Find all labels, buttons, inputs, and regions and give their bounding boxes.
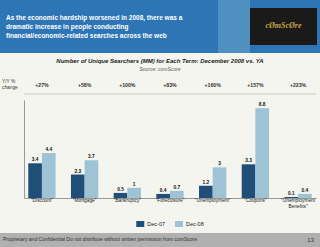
- legend-item: Dec-08: [175, 221, 204, 227]
- footer-panel: [0, 233, 320, 247]
- data-label: 0.7: [173, 185, 180, 190]
- tick: "Coupons": [244, 198, 267, 203]
- chart: As the economic hardship worsened in 200…: [0, 0, 320, 247]
- legend-item: Dec-07: [136, 221, 165, 227]
- data-label: 3.7: [88, 154, 95, 159]
- yy-change: +157%: [247, 82, 264, 88]
- header-text: As the economic hardship worsened in 200…: [6, 14, 183, 39]
- yy-change: +223%: [290, 82, 307, 88]
- yy-change: +83%: [163, 82, 177, 88]
- yy-change: +58%: [78, 82, 92, 88]
- x-axis: "Discount" "Mortgage" "Bankruptcy" "Foreclo…: [25, 198, 317, 209]
- tick: "Discount": [31, 198, 53, 203]
- data-label: 0.5: [117, 187, 124, 192]
- tick-label: "Discount": [31, 198, 53, 203]
- text-line: As the economic hardship worsened in 200…: [6, 14, 183, 22]
- text-line: "Discount": [31, 198, 53, 203]
- data-labels: 3.4 2.3 0.5 0.4 1.2 3.3 0.1 4.4 3.7 1 0.7 3 8.8 0.4: [32, 102, 309, 196]
- text-line: "Mortgage": [73, 198, 97, 203]
- text-line: Benefits": [289, 204, 308, 209]
- data-label: 8.8: [259, 102, 266, 107]
- legend-swatch: [175, 221, 183, 227]
- text-line: financial/economic-related searches acro…: [6, 32, 167, 39]
- data-label: 3.3: [245, 158, 252, 163]
- bar: [71, 175, 85, 198]
- footer-number: 13: [307, 237, 314, 243]
- tick-label: "Unemployment": [195, 198, 231, 203]
- bar: [42, 153, 56, 198]
- logo-box: [250, 8, 317, 45]
- bars: [28, 108, 311, 198]
- header-image: [218, 0, 250, 53]
- data-label: 0.4: [302, 188, 309, 193]
- yy-change: +160%: [205, 82, 222, 88]
- legend-swatch: [136, 221, 144, 227]
- tick: "UnemploymentBenefits": [281, 198, 316, 209]
- tick-label: "Coupons": [244, 198, 267, 203]
- data-label: 3: [218, 161, 221, 166]
- tick-label: "UnemploymentBenefits": [281, 198, 316, 209]
- y-axis: [24, 101, 25, 199]
- subtitle: Source: comScore: [139, 66, 180, 72]
- bar: [199, 186, 213, 198]
- yy-change: +100%: [119, 82, 136, 88]
- data-label: 0.1: [288, 191, 295, 196]
- text-line: "Coupons": [244, 198, 267, 203]
- data-label: 4.4: [45, 147, 52, 152]
- separator: [24, 94, 316, 95]
- data-label: 2.3: [74, 169, 81, 174]
- series: [42, 108, 312, 198]
- footer-text: Proprietary and Confidential Do not dist…: [3, 236, 197, 242]
- tick-label: "Bankruptcy": [114, 198, 142, 203]
- bar: [255, 108, 269, 198]
- bar: [85, 160, 99, 198]
- bar: [170, 191, 184, 198]
- text-line: "Bankruptcy": [114, 198, 142, 203]
- data-label: 0.4: [160, 188, 167, 193]
- text-line: change: [2, 85, 18, 90]
- bar: [28, 163, 42, 198]
- data-label: 1.2: [203, 180, 210, 185]
- text-line: Y/Y %: [2, 79, 16, 84]
- title: Number of Unique Searchers (MM) for Each…: [56, 58, 263, 64]
- text-line: dramatic increase in people conducting: [6, 23, 128, 31]
- data-label: 1: [133, 182, 136, 187]
- yy-change: +27%: [35, 82, 49, 88]
- axis-line: [24, 101, 25, 199]
- header-panel: [0, 0, 320, 53]
- data-label: 3.4: [32, 157, 39, 162]
- text-line: "Foreclosure": [156, 198, 185, 203]
- background: [0, 0, 320, 247]
- tick: "Unemployment": [195, 198, 231, 203]
- legend-label: Dec-07: [147, 221, 165, 227]
- legend: Dec-07 Dec-08: [136, 221, 203, 227]
- tick: "Mortgage": [73, 198, 97, 203]
- text-line: "Unemployment: [281, 198, 316, 203]
- bar: [127, 188, 141, 198]
- tick-label: "Mortgage": [73, 198, 97, 203]
- tick: "Foreclosure": [156, 198, 185, 203]
- legend-label: Dec-08: [186, 221, 204, 227]
- tick-label: "Foreclosure": [156, 198, 185, 203]
- yy-label: Y/Y %change: [2, 79, 18, 90]
- logo-text: cØmScØre: [266, 21, 302, 30]
- bar: [242, 164, 256, 198]
- bar: [213, 167, 227, 198]
- text-line: "Unemployment": [195, 198, 231, 203]
- tick: "Bankruptcy": [114, 198, 142, 203]
